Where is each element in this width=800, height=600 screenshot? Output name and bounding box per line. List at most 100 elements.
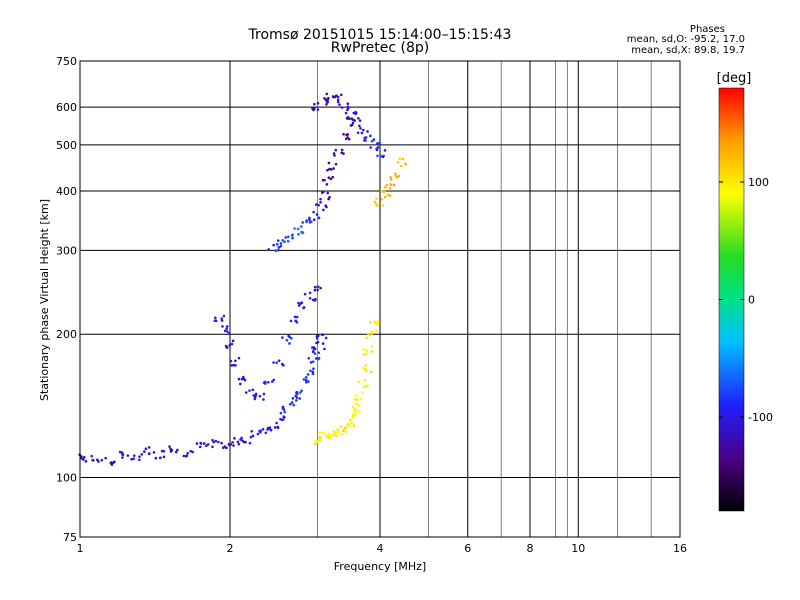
data-point <box>205 444 208 448</box>
colorbar-tick-label: 100 <box>748 176 769 189</box>
data-point <box>303 292 307 296</box>
data-point <box>230 364 234 367</box>
data-point <box>388 187 392 190</box>
data-point <box>132 454 136 457</box>
data-point <box>346 422 350 426</box>
data-point <box>228 344 231 347</box>
data-point <box>232 444 235 447</box>
data-point <box>308 296 312 300</box>
data-point <box>389 178 393 181</box>
data-point <box>214 439 218 443</box>
data-point <box>267 248 271 251</box>
data-point <box>316 101 320 105</box>
data-point <box>381 204 385 207</box>
data-point <box>306 373 310 376</box>
data-point <box>336 100 340 104</box>
data-point <box>236 440 240 444</box>
data-point <box>301 221 305 224</box>
data-point <box>334 148 338 152</box>
data-point <box>355 402 358 406</box>
data-point <box>336 98 340 102</box>
y-tick-label: 100 <box>56 472 77 485</box>
data-point <box>292 403 296 407</box>
data-point <box>313 107 316 110</box>
data-point <box>281 405 285 409</box>
data-point <box>276 426 280 430</box>
data-point <box>311 372 315 376</box>
data-point <box>305 219 309 222</box>
y-tick-label: 400 <box>56 185 77 198</box>
data-point <box>91 459 95 462</box>
data-point <box>394 173 397 177</box>
data-point <box>250 429 254 433</box>
data-point <box>313 288 317 292</box>
phase-stats-heading: Phases <box>689 24 725 35</box>
data-point <box>345 424 349 428</box>
data-point <box>356 131 360 135</box>
data-point <box>249 435 253 439</box>
data-point <box>152 451 156 454</box>
data-point <box>273 426 277 429</box>
data-point <box>318 431 321 434</box>
data-point <box>295 321 299 324</box>
data-point <box>274 249 278 252</box>
data-point <box>132 457 135 461</box>
data-point <box>312 367 315 370</box>
data-point <box>121 453 124 456</box>
data-point <box>382 190 385 193</box>
data-point <box>320 191 324 194</box>
data-point <box>370 345 374 348</box>
data-point <box>169 447 172 451</box>
data-point <box>346 108 349 112</box>
data-point <box>398 157 402 161</box>
data-point <box>347 137 351 141</box>
data-point <box>362 347 365 351</box>
data-point <box>335 434 338 437</box>
plot-frame <box>79 60 681 538</box>
data-point <box>110 463 114 466</box>
chart-title: Tromsø 20151015 15:14:00–15:15:43 <box>248 27 512 43</box>
data-point <box>229 443 233 446</box>
data-point <box>220 319 224 322</box>
data-point <box>286 235 290 239</box>
y-tick-label: 500 <box>56 139 77 152</box>
data-point <box>195 442 199 445</box>
data-point <box>359 397 363 401</box>
data-point <box>264 431 268 435</box>
data-point <box>220 441 223 445</box>
data-point <box>279 242 283 245</box>
data-point <box>370 332 373 335</box>
data-points <box>78 92 408 466</box>
data-point <box>184 454 188 458</box>
data-point <box>348 418 352 422</box>
data-point <box>343 426 347 429</box>
data-point <box>311 360 315 363</box>
data-point <box>186 451 190 455</box>
data-point <box>352 414 355 417</box>
data-point <box>118 450 122 454</box>
data-point <box>206 443 210 446</box>
data-point <box>288 342 291 345</box>
data-point <box>362 366 365 370</box>
y-tick-label: 200 <box>56 328 77 341</box>
data-point <box>295 315 299 319</box>
data-point <box>239 438 242 441</box>
data-point <box>401 157 405 161</box>
data-point <box>241 375 245 379</box>
data-point <box>362 352 366 356</box>
data-point <box>342 429 345 433</box>
data-point <box>342 152 345 155</box>
data-point <box>314 439 317 443</box>
data-point <box>325 103 328 106</box>
data-point <box>354 110 358 114</box>
data-point <box>169 450 173 453</box>
data-point <box>298 397 302 400</box>
data-point <box>315 203 318 206</box>
data-point <box>316 340 320 344</box>
data-point <box>272 243 275 247</box>
data-point <box>392 183 396 187</box>
data-point <box>225 327 229 330</box>
data-point <box>293 315 297 319</box>
data-point <box>304 376 308 379</box>
data-point <box>332 167 335 170</box>
